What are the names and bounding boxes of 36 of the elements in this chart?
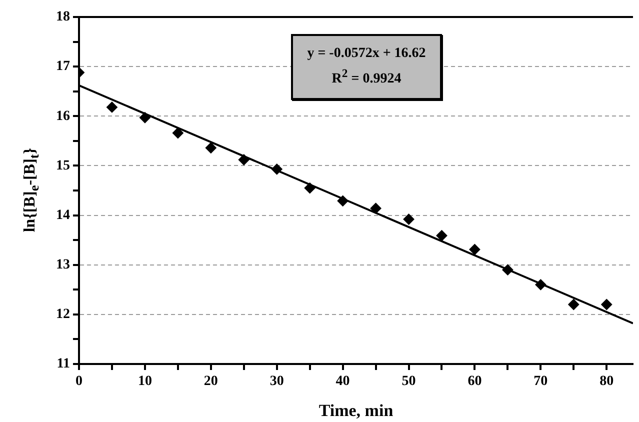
point <box>568 299 580 310</box>
point <box>139 112 150 124</box>
x-tick-label: 50 <box>402 374 416 390</box>
y-tick-label: 16 <box>56 108 70 124</box>
point <box>238 154 250 166</box>
point <box>205 142 216 154</box>
y-tick-label: 13 <box>56 257 70 272</box>
point <box>469 244 480 255</box>
point <box>502 264 514 276</box>
x-tick-label: 10 <box>138 374 152 390</box>
x-tick-label: 40 <box>336 374 350 390</box>
x-tick-label: 20 <box>204 374 218 390</box>
y-tick-label: 15 <box>56 158 70 174</box>
point <box>337 195 348 206</box>
y-tick-label: 11 <box>56 356 70 372</box>
y-tick-label: 12 <box>56 307 70 322</box>
y-tick-label: 17 <box>56 59 70 74</box>
point <box>106 102 118 113</box>
x-tick-label: 80 <box>600 374 614 390</box>
x-tick-label: 0 <box>76 374 82 390</box>
x-tick-label: 60 <box>468 374 482 390</box>
point <box>304 182 316 194</box>
annotation: R$^{2}$ = 0.9924 <box>330 66 402 89</box>
y-tick-label: 18 <box>56 10 70 25</box>
point <box>403 214 414 225</box>
point <box>535 279 546 290</box>
x-axis-title: Time, min <box>318 401 394 420</box>
annotation: y = -0.0572x + 16.62 <box>306 45 427 64</box>
point <box>601 299 612 310</box>
point <box>172 127 184 138</box>
x-tick-label: 70 <box>534 374 548 390</box>
y-tick-label: 14 <box>56 208 70 223</box>
point <box>271 164 282 175</box>
point <box>436 230 448 242</box>
x-tick-label: 30 <box>270 374 284 390</box>
point <box>370 202 382 214</box>
